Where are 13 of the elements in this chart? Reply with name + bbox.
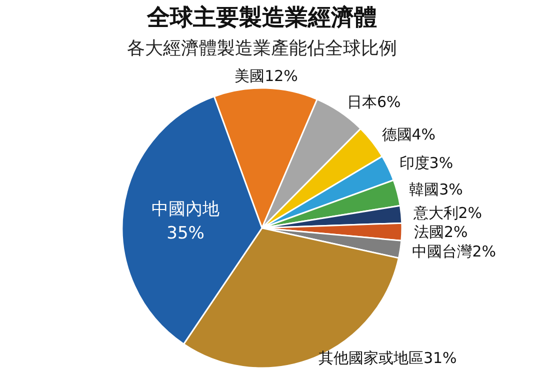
slice-label: 美國12%	[234, 67, 298, 86]
slice-label: 法國2%	[414, 223, 468, 242]
slice-label: 日本6%	[346, 92, 401, 111]
chart-subtitle: 各大經濟體製造業產能佔全球比例	[127, 38, 397, 59]
slice-label: 韓國3%	[409, 180, 463, 199]
slice-label: 印度3%	[399, 154, 454, 172]
chart-title: 全球主要製造業經濟體	[146, 4, 377, 31]
slice-label: 中國內地	[152, 200, 220, 220]
slice-label: 其他國家或地區31%	[318, 349, 457, 367]
slice-label: 德國4%	[382, 125, 436, 144]
data-label: 35%	[166, 224, 204, 244]
slice-label: 中國台灣2%	[412, 242, 496, 260]
slice-label: 意大利2%	[412, 204, 482, 222]
